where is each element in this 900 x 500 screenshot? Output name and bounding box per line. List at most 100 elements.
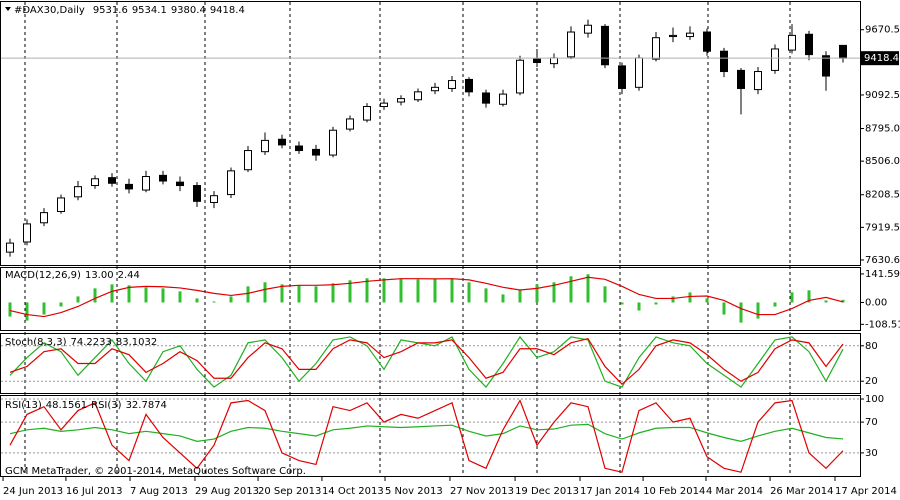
y-tick-label: 8506.0 [865, 156, 900, 167]
candle-body [91, 178, 99, 187]
histogram-bar [127, 285, 131, 303]
candle-body [652, 37, 660, 60]
candle-body [312, 148, 320, 156]
indicator-title: RSI(13) [5, 400, 42, 411]
candle-body [431, 86, 439, 92]
x-tick-label: 17 Jan 2014 [580, 486, 640, 497]
ohlc-high: 9534.1 [132, 5, 167, 16]
histogram-bar [314, 286, 318, 303]
y-tick-label: 9670.5 [865, 25, 900, 36]
candle-body [363, 106, 371, 121]
x-tick-label: 19 Dec 2013 [515, 486, 579, 497]
x-tick-label: 10 Feb 2014 [643, 486, 705, 497]
histogram-bar [399, 278, 403, 303]
histogram-bar [654, 302, 658, 305]
candle-body [346, 118, 354, 130]
candle-body [805, 33, 813, 56]
indicator-title: Stoch(8,3,3) [5, 337, 67, 348]
candle-body [108, 177, 116, 184]
candle-body [397, 98, 405, 103]
x-tick-label: 29 Aug 2013 [195, 486, 259, 497]
candle-body [686, 32, 694, 38]
menu-arrow[interactable] [5, 7, 11, 11]
candle-body [601, 25, 609, 66]
candle-body [788, 34, 796, 51]
candle-body [74, 186, 82, 198]
histogram-bar [144, 287, 148, 303]
indicator-title: MACD(12,26,9) [5, 270, 81, 281]
candle-body [261, 139, 269, 153]
histogram-bar [246, 286, 250, 303]
indicator-line [9, 335, 844, 389]
candle-body [669, 34, 677, 38]
candle-body [771, 48, 779, 71]
candle-body [295, 145, 303, 152]
histogram-bar [705, 298, 709, 303]
y-tick-label: -108.51 [865, 319, 900, 330]
histogram-bar [586, 274, 590, 303]
histogram-bar [433, 279, 437, 303]
histogram-bar [25, 302, 29, 321]
candle-body [482, 92, 490, 104]
histogram-bar [569, 276, 573, 303]
histogram-bar [484, 288, 488, 303]
candle-body [516, 59, 524, 94]
candle-body [465, 78, 473, 93]
ohlc-open: 9531.6 [93, 5, 128, 16]
indicator-value: 83.1032 [116, 337, 157, 348]
candle-body [414, 91, 422, 101]
histogram-bar [382, 278, 386, 303]
candle-body [720, 50, 728, 73]
candle-body [329, 129, 337, 156]
histogram-bar [518, 290, 522, 303]
histogram-bar [535, 284, 539, 303]
stoch-header: Stoch(8,3,3) 74.2233 83.1032 [5, 337, 157, 348]
histogram-bar [76, 296, 80, 303]
histogram-bar [416, 279, 420, 303]
candle-body [244, 150, 252, 171]
price-box-label: 9418.4 [864, 53, 899, 64]
indicator-value: 13.00 [85, 270, 114, 281]
y-tick-label: 8208.5 [865, 190, 900, 201]
x-tick-label: 27 Nov 2013 [450, 486, 514, 497]
histogram-bar [8, 302, 12, 317]
candle-body [822, 55, 830, 77]
symbol-title: #DAX30,Daily [14, 5, 85, 16]
y-tick-label: 8795.0 [865, 124, 900, 135]
histogram-bar [467, 282, 471, 303]
candle-body [703, 31, 711, 52]
y-tick-label: 9092.5 [865, 90, 900, 101]
candle-body [142, 176, 150, 191]
candle-body [57, 197, 65, 212]
histogram-bar [807, 290, 811, 303]
histogram-bar [161, 288, 165, 303]
histogram-bar [110, 284, 114, 303]
y-tick-label: 141.59 [865, 269, 900, 280]
candle-body [754, 71, 762, 91]
candle-body [499, 93, 507, 105]
histogram-bar [450, 278, 454, 303]
histogram-bar [501, 294, 505, 303]
histogram-bar [552, 282, 556, 303]
candle-body [193, 185, 201, 202]
candle-body [618, 65, 626, 89]
indicator-title: RSI(3) [91, 400, 122, 411]
indicator-line [9, 399, 844, 473]
x-tick-label: 4 Mar 2014 [706, 486, 763, 497]
x-tick-label: 14 Oct 2013 [322, 486, 384, 497]
histogram-bar [603, 286, 607, 303]
candle-body [125, 183, 133, 190]
histogram-bar [620, 302, 624, 305]
histogram-bar [263, 282, 267, 303]
x-tick-label: 20 Sep 2013 [258, 486, 321, 497]
histogram-bar [42, 302, 46, 315]
copyright: GCM MetaTrader, © 2001-2014, MetaQuotes … [5, 466, 306, 477]
histogram-bar [773, 302, 777, 307]
indicator-value: 74.2233 [70, 337, 111, 348]
histogram-bar [229, 296, 233, 303]
indicator-line [9, 423, 844, 442]
histogram-bar [790, 292, 794, 303]
indicator-value: 2.44 [118, 270, 140, 281]
histogram-bar [671, 296, 675, 303]
y-tick-label: 7630.6 [865, 255, 900, 266]
